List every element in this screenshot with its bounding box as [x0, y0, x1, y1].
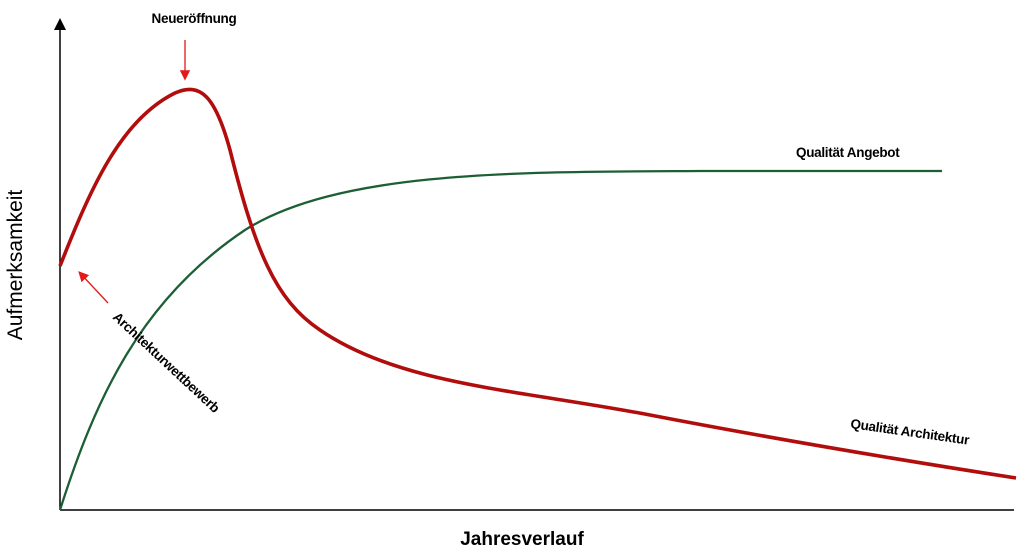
architekturwettbewerb-arrow — [78, 271, 109, 304]
neueroeffnung-label: Neueröffnung — [152, 11, 237, 26]
series-qualitaet-architektur-line — [58, 87, 1017, 480]
series-label-qualitaet-architektur: Qualität Architektur — [850, 416, 971, 448]
architekturwettbewerb-label: Architekturwettbewerb — [110, 309, 223, 415]
y-axis-label: Aufmerksamkeit — [4, 190, 27, 341]
x-axis-label: Jahresverlauf — [460, 529, 584, 550]
series-qualitaet-angebot-line — [58, 169, 942, 511]
series-label-qualitaet-angebot: Qualität Angebot — [796, 145, 900, 160]
